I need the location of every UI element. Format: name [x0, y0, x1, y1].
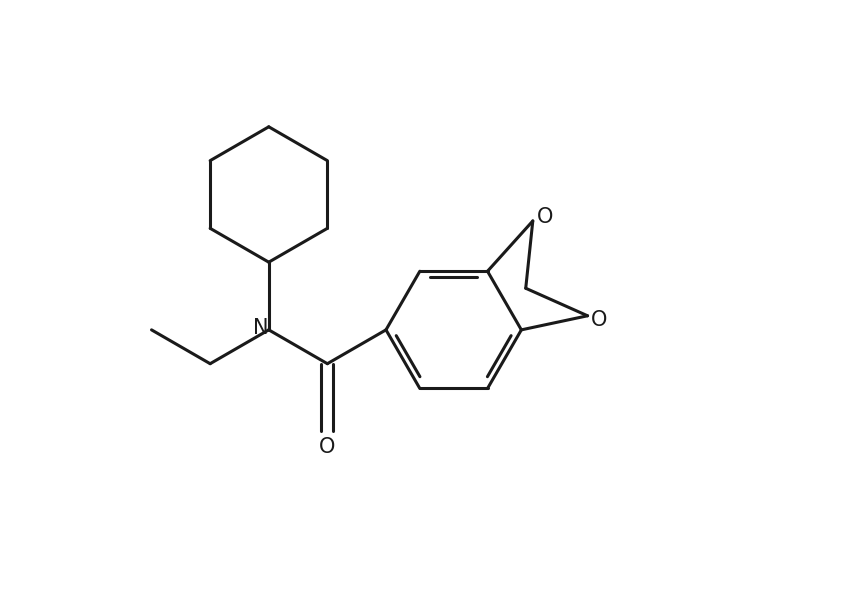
Text: N: N — [253, 318, 269, 338]
Text: O: O — [591, 310, 607, 329]
Text: O: O — [319, 437, 335, 457]
Text: O: O — [536, 207, 552, 227]
